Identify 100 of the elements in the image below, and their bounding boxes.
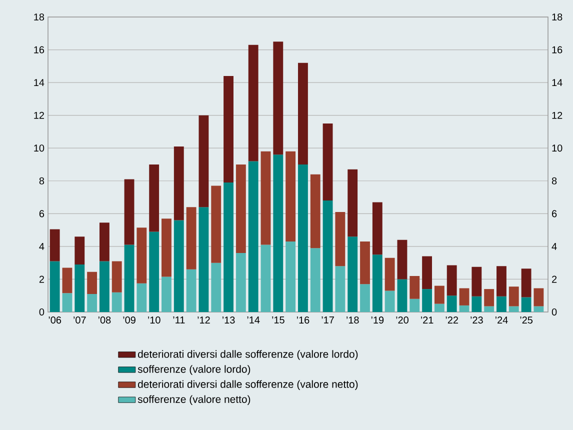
bar bbox=[124, 179, 134, 245]
bar bbox=[236, 253, 246, 312]
x-tick-label: ’25 bbox=[520, 316, 533, 324]
bar bbox=[534, 306, 544, 312]
bar bbox=[298, 62, 308, 164]
y-tick-label: 4 bbox=[39, 243, 44, 250]
y2-tick-label: 10 bbox=[552, 144, 562, 152]
bar bbox=[348, 169, 358, 237]
y-tick-label: 8 bbox=[39, 177, 44, 184]
bar bbox=[112, 292, 122, 312]
bar bbox=[99, 222, 110, 262]
bar bbox=[521, 297, 532, 312]
bar bbox=[124, 244, 134, 312]
y2-tick-label: 14 bbox=[552, 79, 562, 86]
x-tick-label: ’09 bbox=[123, 316, 136, 324]
x-tick-label: ’18 bbox=[346, 316, 359, 324]
y-tick-label: 6 bbox=[39, 210, 44, 218]
bar bbox=[521, 268, 532, 298]
y2-tick-label: 0 bbox=[552, 308, 557, 316]
bar bbox=[248, 161, 258, 312]
legend-label: deteriorati diversi dalle sofferenze (valore netto) bbox=[138, 380, 358, 390]
y-tick-label: 16 bbox=[34, 46, 44, 54]
x-tick-label: ’16 bbox=[296, 316, 310, 324]
bar bbox=[149, 232, 160, 312]
bar bbox=[422, 289, 432, 312]
bar bbox=[397, 279, 408, 312]
x-tick-label: ’07 bbox=[74, 316, 86, 324]
bar bbox=[186, 207, 196, 270]
bar bbox=[410, 298, 420, 312]
x-tick-label: ’20 bbox=[396, 316, 408, 324]
bar bbox=[446, 265, 457, 296]
bar bbox=[372, 202, 382, 255]
y2-tick-label: 4 bbox=[552, 243, 557, 250]
bar bbox=[322, 124, 333, 201]
bar bbox=[198, 207, 209, 312]
bar bbox=[484, 289, 494, 306]
bar bbox=[322, 200, 333, 312]
bar bbox=[224, 76, 234, 183]
bar bbox=[397, 240, 408, 280]
bar bbox=[162, 276, 172, 312]
bar bbox=[136, 283, 147, 312]
bar bbox=[211, 262, 222, 312]
bar bbox=[198, 115, 209, 208]
bar bbox=[446, 296, 457, 312]
bar bbox=[286, 151, 296, 242]
legend-label: sofferenze (valore lordo) bbox=[138, 365, 250, 375]
bar bbox=[496, 266, 506, 296]
y2-tick-label: 2 bbox=[552, 276, 557, 283]
bar bbox=[248, 44, 258, 162]
y2-tick-label: 18 bbox=[552, 13, 562, 21]
bar bbox=[434, 286, 444, 304]
y2-tick-label: 6 bbox=[552, 210, 557, 218]
bar bbox=[310, 248, 320, 312]
bar bbox=[472, 266, 482, 296]
bar bbox=[360, 284, 370, 312]
bar bbox=[224, 182, 234, 312]
bar bbox=[410, 276, 420, 299]
x-tick-label: ’23 bbox=[470, 316, 483, 324]
bar bbox=[74, 264, 85, 312]
x-tick-label: ’11 bbox=[173, 316, 185, 324]
bar bbox=[335, 212, 346, 266]
bar bbox=[508, 306, 519, 312]
y2-tick-label: 12 bbox=[552, 112, 562, 119]
x-tick-label: ’15 bbox=[272, 316, 284, 324]
bar bbox=[260, 244, 271, 312]
bar bbox=[348, 236, 358, 312]
bar bbox=[384, 258, 395, 291]
legend-label: deteriorati diversi dalle sofferenze (valore lordo) bbox=[138, 350, 358, 360]
bar bbox=[50, 261, 60, 312]
bar bbox=[372, 254, 382, 312]
y-tick-label: 14 bbox=[34, 79, 44, 86]
x-tick-label: ’13 bbox=[222, 316, 235, 324]
bar bbox=[236, 164, 246, 253]
x-tick-label: ’10 bbox=[148, 316, 160, 324]
x-tick-label: ’08 bbox=[98, 316, 111, 324]
bar bbox=[496, 296, 506, 312]
y-tick-label: 0 bbox=[39, 308, 44, 316]
y-tick-label: 10 bbox=[34, 144, 44, 152]
x-tick-label: ’17 bbox=[322, 316, 334, 324]
bar bbox=[211, 186, 222, 263]
x-tick-label: ’22 bbox=[446, 316, 458, 324]
x-tick-label: ’12 bbox=[198, 316, 210, 324]
bar bbox=[273, 42, 284, 155]
bar bbox=[62, 293, 72, 312]
x-tick-label: ’24 bbox=[495, 316, 508, 324]
bar bbox=[162, 218, 172, 277]
bar bbox=[298, 164, 308, 312]
y2-tick-label: 16 bbox=[552, 46, 562, 54]
bar bbox=[260, 151, 271, 245]
bar bbox=[50, 229, 60, 262]
bar bbox=[112, 261, 122, 292]
bar bbox=[62, 268, 72, 294]
legend-label: sofferenze (valore netto) bbox=[138, 395, 250, 406]
y-tick-label: 18 bbox=[34, 13, 44, 21]
bar bbox=[286, 242, 296, 312]
bar bbox=[87, 294, 98, 312]
bar bbox=[149, 164, 160, 232]
x-tick-label: ’14 bbox=[247, 316, 260, 324]
bar bbox=[87, 272, 98, 294]
bar bbox=[174, 146, 184, 220]
